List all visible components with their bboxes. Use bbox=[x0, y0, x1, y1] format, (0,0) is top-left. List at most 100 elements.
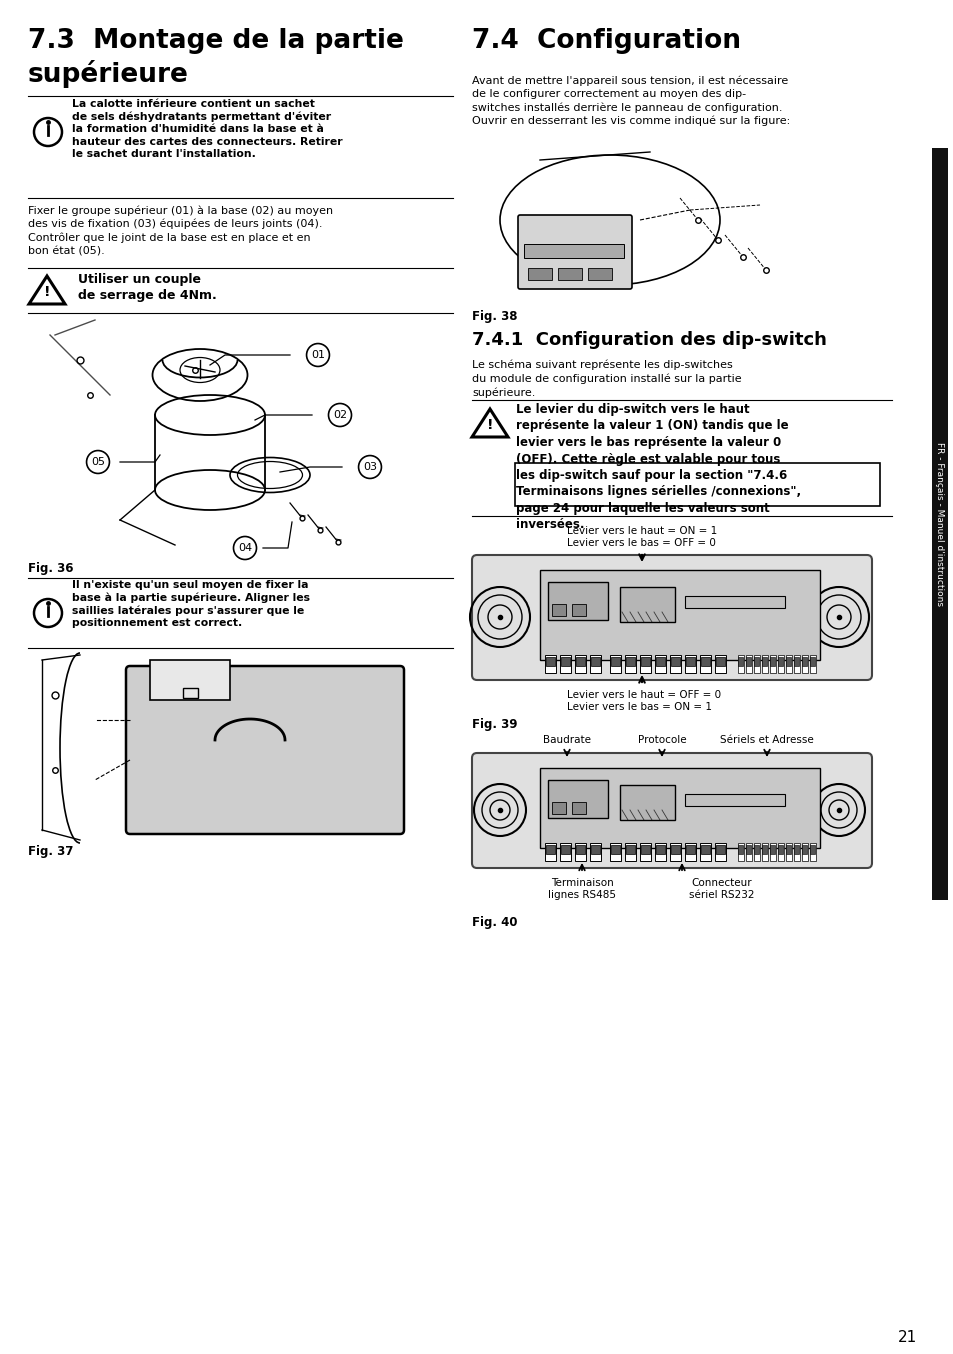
Bar bbox=[738, 657, 742, 666]
Text: Baudrate: Baudrate bbox=[542, 735, 590, 745]
Text: 7.4.1  Configuration des dip-switch: 7.4.1 Configuration des dip-switch bbox=[472, 330, 826, 349]
Bar bbox=[785, 844, 791, 861]
Bar bbox=[684, 596, 784, 608]
Bar bbox=[810, 845, 815, 854]
Bar bbox=[640, 657, 649, 666]
Bar bbox=[769, 655, 775, 673]
Bar bbox=[716, 845, 724, 854]
Bar bbox=[714, 844, 725, 861]
Bar bbox=[150, 659, 230, 700]
Bar bbox=[590, 657, 599, 666]
Bar bbox=[753, 844, 760, 861]
Bar bbox=[793, 844, 800, 861]
Bar bbox=[560, 845, 569, 854]
Text: Le schéma suivant représente les dip-switches
du module de configuration install: Le schéma suivant représente les dip-swi… bbox=[472, 360, 740, 398]
Bar bbox=[669, 844, 680, 861]
Bar bbox=[810, 657, 815, 666]
Bar bbox=[785, 845, 791, 854]
Bar bbox=[589, 844, 600, 861]
Text: Fig. 37: Fig. 37 bbox=[28, 845, 73, 858]
Bar bbox=[761, 845, 767, 854]
Bar bbox=[609, 844, 620, 861]
Bar bbox=[794, 845, 799, 854]
Text: !: ! bbox=[44, 284, 51, 299]
Bar bbox=[801, 657, 806, 666]
Text: 21: 21 bbox=[897, 1331, 916, 1346]
Text: Terminaison
lignes RS485: Terminaison lignes RS485 bbox=[547, 877, 616, 899]
Bar bbox=[544, 655, 556, 673]
Text: Le levier du dip-switch vers le haut
représente la valeur 1 (ON) tandis que le
l: Le levier du dip-switch vers le haut rep… bbox=[516, 403, 801, 532]
Text: !: ! bbox=[486, 418, 493, 432]
Text: FR - Français - Manuel d'instructions: FR - Français - Manuel d'instructions bbox=[935, 441, 943, 607]
Bar bbox=[801, 844, 807, 861]
Text: 7.4  Configuration: 7.4 Configuration bbox=[472, 28, 740, 54]
Bar bbox=[770, 845, 775, 854]
Bar bbox=[778, 655, 783, 673]
Bar bbox=[745, 657, 751, 666]
Bar bbox=[785, 657, 791, 666]
Bar bbox=[610, 845, 619, 854]
Text: 01: 01 bbox=[311, 349, 325, 360]
Bar bbox=[684, 655, 696, 673]
Bar bbox=[801, 845, 806, 854]
Bar bbox=[685, 657, 695, 666]
Bar bbox=[625, 845, 635, 854]
Bar bbox=[778, 657, 782, 666]
Bar bbox=[640, 845, 649, 854]
Bar bbox=[793, 655, 800, 673]
Bar bbox=[558, 268, 581, 280]
Text: Connecteur
sériel RS232: Connecteur sériel RS232 bbox=[688, 877, 754, 899]
Bar bbox=[183, 688, 198, 699]
Bar bbox=[544, 844, 556, 861]
Bar bbox=[669, 655, 680, 673]
Text: Levier vers le haut = ON = 1: Levier vers le haut = ON = 1 bbox=[566, 525, 717, 536]
Bar bbox=[547, 780, 607, 818]
Bar bbox=[587, 268, 612, 280]
Text: 05: 05 bbox=[91, 458, 105, 467]
Bar bbox=[769, 844, 775, 861]
Bar bbox=[714, 655, 725, 673]
Bar bbox=[684, 844, 696, 861]
Bar bbox=[761, 844, 767, 861]
Text: Utiliser un couple
de serrage de 4Nm.: Utiliser un couple de serrage de 4Nm. bbox=[78, 274, 216, 302]
Bar bbox=[552, 802, 565, 814]
Bar bbox=[576, 657, 584, 666]
Bar bbox=[809, 655, 815, 673]
Bar bbox=[754, 845, 759, 854]
Bar bbox=[700, 655, 710, 673]
Bar bbox=[610, 657, 619, 666]
Bar bbox=[523, 244, 623, 259]
Bar bbox=[547, 582, 607, 620]
Text: Fixer le groupe supérieur (01) à la base (02) au moyen
des vis de fixation (03) : Fixer le groupe supérieur (01) à la base… bbox=[28, 204, 333, 256]
Bar bbox=[716, 657, 724, 666]
Text: Sériels et Adresse: Sériels et Adresse bbox=[720, 735, 813, 745]
Bar bbox=[670, 657, 679, 666]
Text: Fig. 38: Fig. 38 bbox=[472, 310, 517, 324]
Bar bbox=[801, 655, 807, 673]
Bar bbox=[572, 604, 585, 616]
Bar bbox=[700, 845, 709, 854]
Bar bbox=[639, 844, 650, 861]
Bar bbox=[619, 785, 675, 821]
Text: 03: 03 bbox=[363, 462, 376, 473]
Bar bbox=[576, 845, 584, 854]
Bar bbox=[809, 844, 815, 861]
Text: supérieure: supérieure bbox=[28, 60, 189, 88]
Bar bbox=[794, 657, 799, 666]
Bar bbox=[559, 655, 571, 673]
Bar bbox=[745, 655, 751, 673]
Text: Il n'existe qu'un seul moyen de fixer la
base à la partie supérieure. Aligner le: Il n'existe qu'un seul moyen de fixer la… bbox=[71, 580, 310, 628]
FancyBboxPatch shape bbox=[472, 555, 871, 680]
FancyBboxPatch shape bbox=[126, 666, 403, 834]
Text: 04: 04 bbox=[237, 543, 252, 552]
Text: Protocole: Protocole bbox=[637, 735, 685, 745]
FancyBboxPatch shape bbox=[472, 753, 871, 868]
Bar bbox=[656, 845, 664, 854]
Bar bbox=[745, 844, 751, 861]
Bar bbox=[770, 657, 775, 666]
Bar bbox=[738, 844, 743, 861]
Bar bbox=[545, 845, 555, 854]
Bar bbox=[761, 655, 767, 673]
Bar bbox=[745, 845, 751, 854]
Bar bbox=[572, 802, 585, 814]
